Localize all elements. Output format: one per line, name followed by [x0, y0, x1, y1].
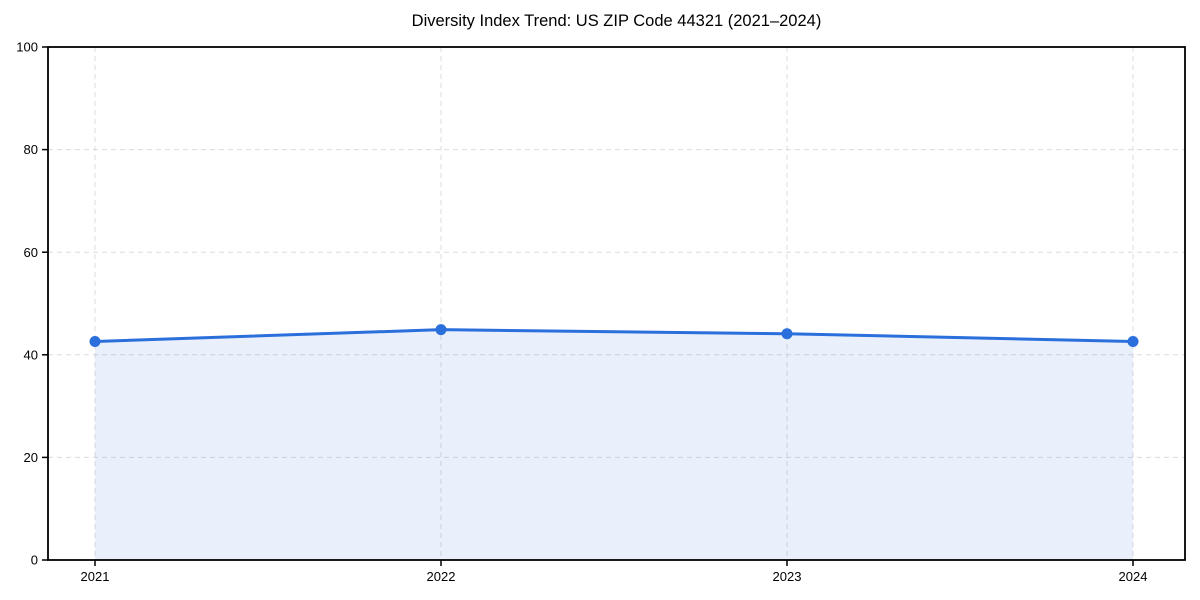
- x-tick-label: 2021: [81, 569, 110, 584]
- area-fill: [95, 329, 1133, 560]
- plot-frame: [47, 46, 1186, 561]
- y-tick-label: 20: [24, 450, 38, 465]
- y-tick-label: 40: [24, 347, 38, 362]
- data-point-marker: [435, 324, 447, 336]
- y-tick-label: 60: [24, 245, 38, 260]
- y-tick-label: 0: [31, 553, 38, 568]
- data-line: [93, 328, 1135, 343]
- y-tick-label: 100: [16, 40, 38, 55]
- x-tick-label: 2024: [1119, 569, 1148, 584]
- x-tick-label: 2023: [773, 569, 802, 584]
- y-tick-label: 80: [24, 142, 38, 157]
- data-point-marker: [89, 335, 101, 347]
- x-tick-label: 2022: [427, 569, 456, 584]
- data-point-marker: [1127, 335, 1139, 347]
- data-point-marker: [781, 328, 793, 340]
- chart-title: Diversity Index Trend: US ZIP Code 44321…: [411, 12, 822, 30]
